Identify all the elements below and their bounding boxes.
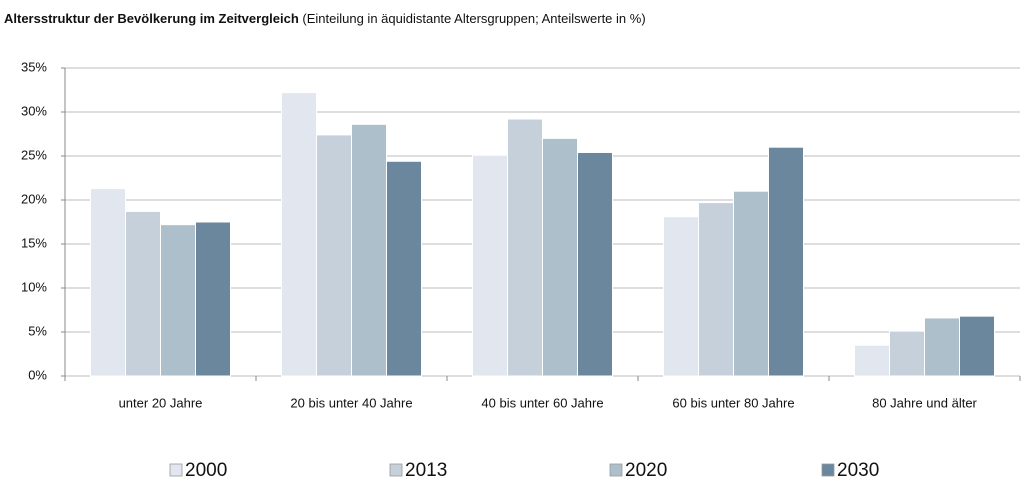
- legend-label: 2013: [405, 460, 447, 481]
- bar: [542, 137, 578, 377]
- y-tick-label: 15%: [21, 235, 47, 250]
- legend-label: 2000: [185, 460, 227, 481]
- legend-swatch: [169, 463, 183, 477]
- bar: [507, 118, 543, 377]
- bar: [281, 92, 317, 377]
- bar: [160, 224, 196, 377]
- bar: [351, 123, 387, 377]
- bar: [90, 188, 126, 377]
- bar: [472, 154, 508, 377]
- x-tick-label: 80 Jahre und älter: [872, 395, 977, 410]
- bar: [768, 146, 804, 377]
- x-tick-label: 20 bis unter 40 Jahre: [290, 395, 412, 410]
- legend-swatch: [389, 463, 403, 477]
- bar: [386, 160, 422, 377]
- bar: [663, 216, 699, 377]
- bar: [889, 330, 925, 377]
- x-tick-label: unter 20 Jahre: [119, 395, 203, 410]
- bar: [577, 151, 613, 377]
- bar: [733, 190, 769, 377]
- bar: [195, 221, 231, 377]
- y-tick-label: 25%: [21, 147, 47, 162]
- y-tick-label: 0%: [28, 367, 47, 382]
- bar: [125, 210, 161, 377]
- y-tick-label: 35%: [21, 59, 47, 74]
- legend-swatch: [609, 463, 623, 477]
- legend-swatch: [821, 463, 835, 477]
- y-tick-label: 10%: [21, 279, 47, 294]
- bar: [854, 344, 890, 377]
- x-tick-label: 60 bis unter 80 Jahre: [672, 395, 794, 410]
- legend-label: 2020: [625, 460, 667, 481]
- y-tick-label: 20%: [21, 191, 47, 206]
- chart-title-line: Altersstruktur der Bevölkerung im Zeitve…: [4, 11, 646, 26]
- y-tick-label: 30%: [21, 103, 47, 118]
- legend-label: 2030: [837, 460, 879, 481]
- y-tick-label: 5%: [28, 323, 47, 338]
- chart-title: Altersstruktur der Bevölkerung im Zeitve…: [4, 11, 299, 26]
- bar: [698, 202, 734, 377]
- bar: [924, 317, 960, 377]
- bar: [959, 315, 995, 377]
- x-tick-label: 40 bis unter 60 Jahre: [481, 395, 603, 410]
- chart-subtitle: (Einteilung in äquidistante Altersgruppe…: [302, 11, 645, 26]
- bar: [316, 134, 352, 377]
